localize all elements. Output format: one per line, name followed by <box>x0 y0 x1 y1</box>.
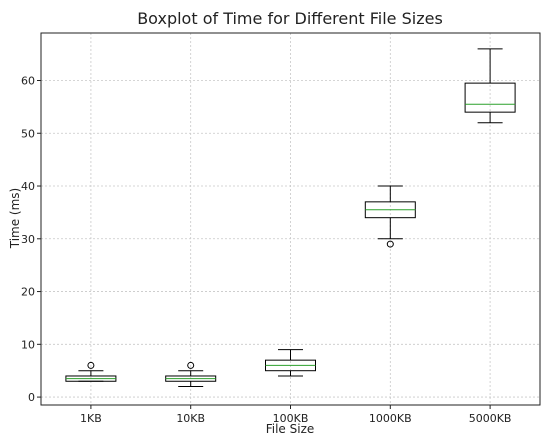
chart-title: Boxplot of Time for Different File Sizes <box>137 9 443 28</box>
outlier-point <box>187 361 195 369</box>
x-tick-label: 1000KB <box>369 412 412 425</box>
x-tick-label: 100KB <box>273 412 309 425</box>
y-axis-label: Time (ms) <box>8 188 22 250</box>
outlier-point <box>386 240 394 248</box>
y-tick-label: 60 <box>21 74 35 87</box>
box-iqr <box>464 82 516 113</box>
x-tick-label: 5000KB <box>469 412 512 425</box>
x-axis-label: File Size <box>266 422 315 436</box>
box-group-1000KB <box>364 185 416 248</box>
box-group-5000KB <box>464 48 516 124</box>
axes: 0 10 20 30 40 50 60 1KB 10KB 100KB 1000KB 5000KB <box>21 32 541 425</box>
x-tick-label: 10KB <box>176 412 205 425</box>
outlier-point <box>87 361 95 369</box>
y-tick-label: 10 <box>21 338 35 351</box>
y-tick-label: 50 <box>21 127 35 140</box>
y-tick-label: 20 <box>21 286 35 299</box>
y-tick-label: 30 <box>21 233 35 246</box>
box-group-100KB <box>265 349 316 377</box>
y-tick-label: 0 <box>28 391 35 404</box>
box-group-1KB <box>65 361 117 382</box>
boxes <box>65 48 516 388</box>
y-tick-label: 40 <box>21 180 35 193</box>
grid-lines <box>41 33 540 405</box>
x-tick-label: 1KB <box>80 412 102 425</box>
box-group-10KB <box>165 361 217 388</box>
